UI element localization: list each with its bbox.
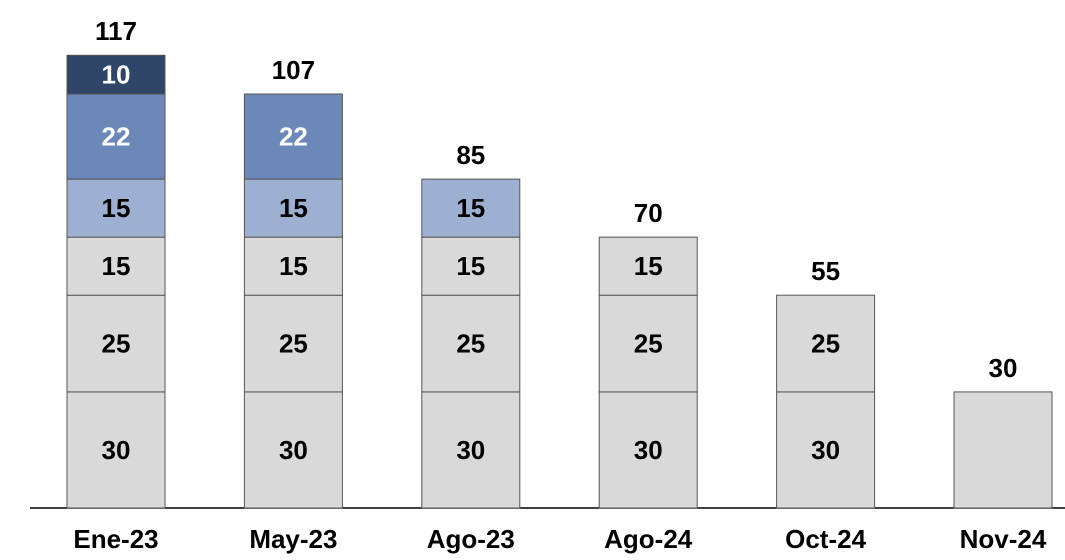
value-label: 25 [456, 328, 485, 358]
value-label: 15 [634, 251, 663, 281]
total-label: 70 [634, 198, 663, 228]
bar-segment [243, 391, 343, 509]
value-label: 25 [102, 328, 131, 358]
bar-segment [66, 93, 166, 180]
value-label: 25 [279, 328, 308, 358]
bar-segment [243, 93, 343, 180]
value-label: 30 [456, 435, 485, 465]
value-label: 15 [279, 193, 308, 223]
value-label: 30 [102, 435, 131, 465]
value-label: 15 [456, 193, 485, 223]
bar-segment [66, 391, 166, 509]
bar-segment [421, 178, 521, 238]
value-label: 30 [811, 435, 840, 465]
total-label: 107 [272, 55, 315, 85]
value-label: 15 [456, 251, 485, 281]
bar-segment [421, 236, 521, 296]
x-tick-label: Ene-23 [73, 524, 158, 554]
bar-segment [953, 391, 1053, 509]
total-label: 55 [811, 256, 840, 286]
x-tick-label: May-23 [249, 524, 337, 554]
bar-segment [243, 178, 343, 238]
bar-segment [421, 294, 521, 393]
bar-segment [66, 294, 166, 393]
bar-segment [598, 391, 698, 509]
bar-segment [243, 294, 343, 393]
value-label: 30 [279, 435, 308, 465]
value-label: 15 [279, 251, 308, 281]
x-tick-label: Ago-23 [427, 524, 515, 554]
total-label: 117 [95, 16, 137, 46]
total-label: 30 [989, 353, 1018, 383]
value-label: 22 [279, 121, 308, 151]
total-label: 85 [456, 140, 485, 170]
x-tick-label: Oct-24 [785, 524, 866, 554]
value-label: 15 [102, 251, 131, 281]
bar-segment [421, 391, 521, 509]
x-tick-label: Nov-24 [960, 524, 1047, 554]
x-tick-label: Ago-24 [604, 524, 693, 554]
bar-segment [66, 178, 166, 238]
value-label: 25 [634, 328, 663, 358]
value-label: 22 [102, 121, 131, 151]
value-label: 15 [102, 193, 131, 223]
value-label: 30 [634, 435, 663, 465]
value-label: 25 [811, 328, 840, 358]
bar-segment [598, 236, 698, 296]
value-label: 10 [102, 60, 131, 90]
bar-segment [598, 294, 698, 393]
bar-segment [243, 236, 343, 296]
bar-segment [66, 54, 166, 95]
bar-segment [776, 294, 876, 393]
bar-segment [776, 391, 876, 509]
